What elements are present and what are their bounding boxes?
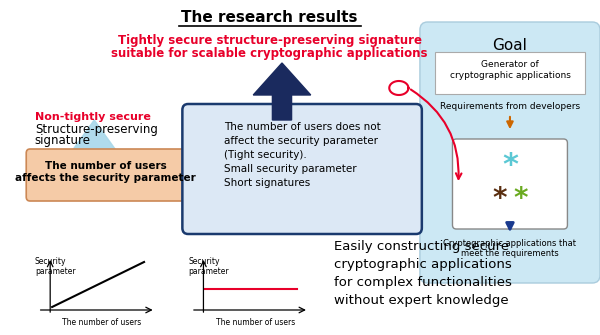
Text: Requirements from developers: Requirements from developers — [440, 102, 580, 111]
Text: Security
parameter: Security parameter — [188, 257, 229, 276]
Text: Tightly secure structure-preserving signature: Tightly secure structure-preserving sign… — [118, 34, 422, 47]
Text: Security
parameter: Security parameter — [35, 257, 76, 276]
Polygon shape — [65, 120, 123, 200]
Text: Easily constructing secure
cryptographic applications
for complex functionalitie: Easily constructing secure cryptographic… — [334, 240, 512, 307]
Text: *: * — [513, 185, 528, 213]
FancyBboxPatch shape — [420, 22, 600, 283]
Text: suitable for scalable cryptographic applications: suitable for scalable cryptographic appl… — [111, 47, 428, 60]
Text: The number of users
affects the security parameter: The number of users affects the security… — [16, 161, 196, 183]
Text: The research results: The research results — [181, 10, 358, 25]
Text: The number of users: The number of users — [215, 318, 295, 327]
Polygon shape — [253, 63, 311, 120]
Text: *: * — [492, 185, 506, 213]
Text: *: * — [502, 151, 518, 181]
Text: Cryptographic applications that
meet the requirements: Cryptographic applications that meet the… — [443, 239, 577, 258]
FancyBboxPatch shape — [182, 104, 422, 234]
Text: The number of users does not
affect the security parameter
(Tight security).
Sma: The number of users does not affect the … — [224, 122, 380, 188]
Text: Generator of
cryptographic applications: Generator of cryptographic applications — [449, 60, 571, 80]
Text: Structure-preserving: Structure-preserving — [35, 123, 158, 136]
Text: Non-tightly secure: Non-tightly secure — [35, 112, 151, 122]
Text: signature: signature — [35, 134, 91, 147]
FancyBboxPatch shape — [452, 139, 568, 229]
FancyBboxPatch shape — [26, 149, 185, 201]
Text: The number of users: The number of users — [62, 318, 142, 327]
FancyBboxPatch shape — [435, 52, 584, 94]
Text: Goal: Goal — [493, 38, 527, 53]
